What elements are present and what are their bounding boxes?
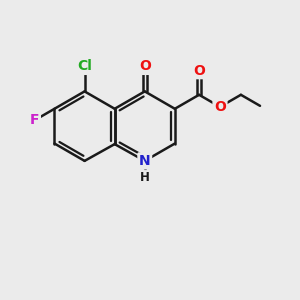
Text: O: O xyxy=(193,64,205,78)
Text: O: O xyxy=(214,100,226,114)
Text: Cl: Cl xyxy=(77,59,92,74)
Text: O: O xyxy=(139,59,151,74)
Text: F: F xyxy=(30,113,39,127)
Text: N: N xyxy=(139,154,151,168)
Text: H: H xyxy=(140,172,150,184)
